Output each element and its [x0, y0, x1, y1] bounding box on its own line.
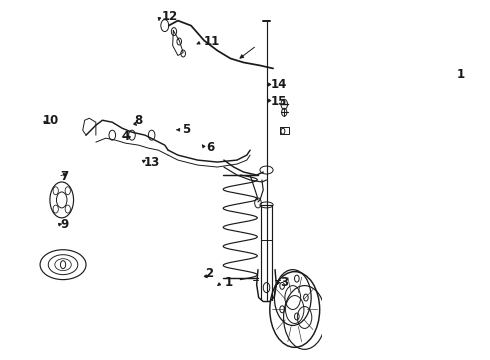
Text: 5: 5: [182, 123, 191, 136]
Text: 11: 11: [203, 35, 220, 49]
Text: 2: 2: [205, 267, 213, 280]
Text: 6: 6: [206, 141, 215, 154]
Text: 1: 1: [457, 68, 465, 81]
Text: 13: 13: [144, 156, 160, 168]
Text: 8: 8: [134, 114, 143, 127]
Text: 14: 14: [271, 78, 287, 91]
Text: 15: 15: [271, 95, 287, 108]
Text: 7: 7: [60, 170, 68, 183]
Text: 9: 9: [60, 218, 69, 231]
Text: 4: 4: [122, 130, 129, 144]
Text: 3: 3: [280, 276, 289, 289]
Text: 1: 1: [224, 276, 232, 289]
Text: 10: 10: [43, 114, 59, 127]
Text: 12: 12: [162, 10, 178, 23]
